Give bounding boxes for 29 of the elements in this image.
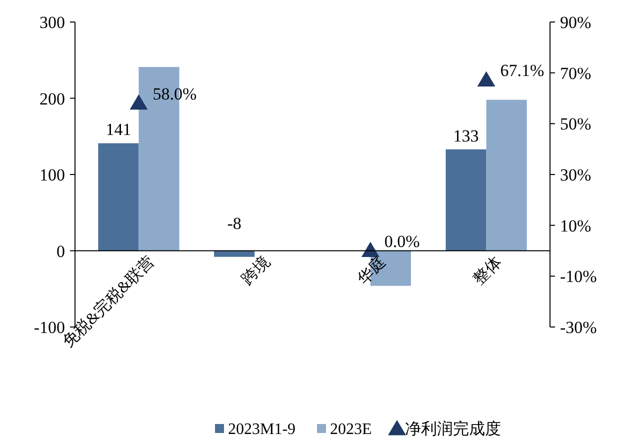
data-label: 133 bbox=[453, 126, 479, 146]
data-label: 0.0% bbox=[384, 232, 420, 251]
y2-tick-label: 50% bbox=[560, 114, 592, 134]
y-tick-label: -100 bbox=[34, 318, 65, 337]
bar bbox=[486, 100, 527, 251]
y2-tick-label: 70% bbox=[560, 64, 592, 83]
legend-label: 净利润完成度 bbox=[405, 420, 501, 438]
point bbox=[130, 94, 148, 110]
y-tick-label: 100 bbox=[40, 166, 65, 184]
data-label: 141 bbox=[106, 120, 132, 140]
legend-label: 2023M1-9 bbox=[228, 421, 296, 438]
y2-tick-label: -30% bbox=[560, 318, 597, 337]
y2-tick-label: 10% bbox=[560, 216, 592, 236]
x-tick-label: 跨境 bbox=[238, 252, 274, 288]
x-tick-label: 华庭 bbox=[354, 252, 390, 288]
bar bbox=[446, 149, 486, 251]
y2-tick-label: 30% bbox=[560, 166, 592, 184]
bar bbox=[214, 250, 255, 257]
y-tick-label: 0 bbox=[56, 242, 65, 261]
data-label: -8 bbox=[227, 214, 242, 233]
y-tick-label: 200 bbox=[40, 89, 65, 108]
point bbox=[477, 71, 496, 87]
bar bbox=[98, 143, 139, 251]
y2-tick-label: 90% bbox=[560, 13, 592, 32]
data-label: 67.1% bbox=[500, 61, 544, 80]
legend-label: 2023E bbox=[330, 421, 372, 438]
y-tick-label: 300 bbox=[40, 13, 65, 32]
y2-tick-label: -10% bbox=[560, 267, 597, 286]
x-tick-label: 整体 bbox=[470, 254, 506, 288]
